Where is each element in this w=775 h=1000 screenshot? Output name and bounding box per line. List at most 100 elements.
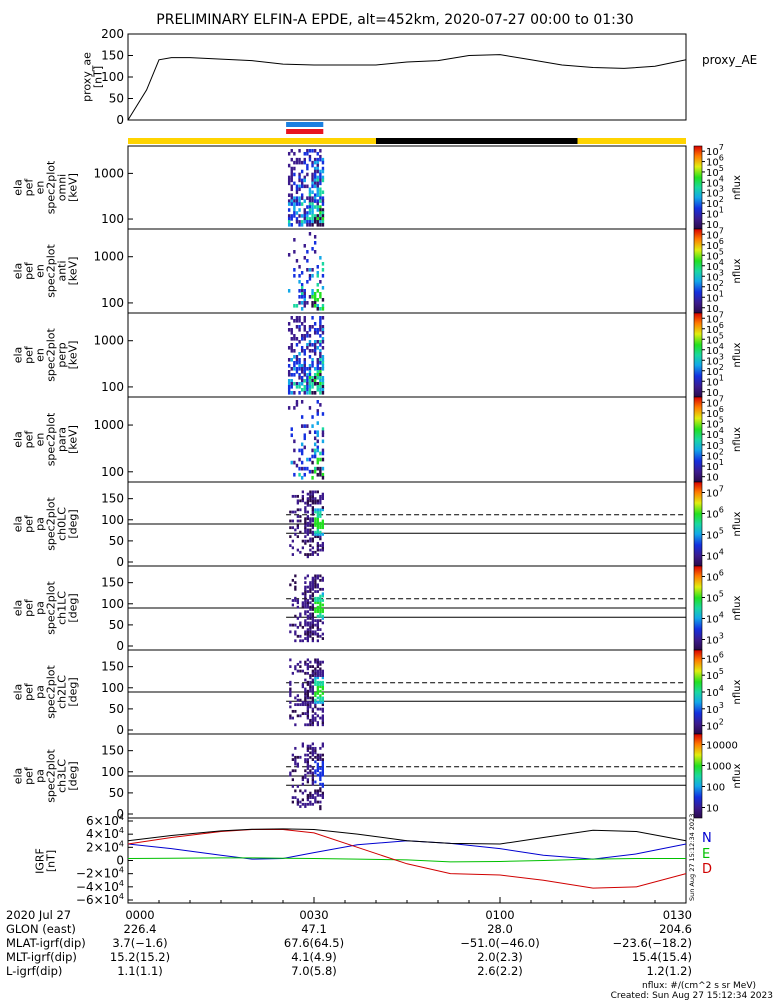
panel-en_perp-cell <box>316 361 319 365</box>
panel-en_perp-cell <box>316 367 319 371</box>
panel-pa_ch0-cell <box>319 526 322 530</box>
panel-en_omni-cell <box>311 172 314 177</box>
panel-pa_ch2-cblabel-text: nflux <box>732 679 743 704</box>
panel-pa_ch2-cell <box>289 716 292 720</box>
panel-en_perp-cell <box>300 364 304 368</box>
panel-pa_ch1-cell <box>314 601 317 605</box>
panel-pa_ch3-cell <box>321 762 324 766</box>
panel-pa_ch1-cell <box>294 581 297 584</box>
panel-pa_ch1-cell <box>289 583 292 587</box>
panel-pa_ch1-cell <box>306 610 309 614</box>
panel-pa_ch0-cell <box>316 517 319 521</box>
panel-pa_ch2-cell <box>301 669 304 673</box>
panel-pa_ch2-cell <box>321 714 324 718</box>
panel-pa_ch3-cell <box>301 744 304 748</box>
panel-en_para-cell <box>311 454 314 459</box>
panel-en_para-cell <box>319 469 322 474</box>
panel-en_anti-cell <box>293 274 296 278</box>
panel-pa_ch3-cell <box>306 749 309 752</box>
panel-en_perp-heatmap <box>287 316 325 395</box>
panel-en_perp-cell <box>298 367 301 371</box>
panel-pa_ch3-cell <box>309 769 312 773</box>
panel-en_perp-cell <box>303 364 306 368</box>
panel-pa_ch3-cell <box>306 771 309 775</box>
panel-en_perp-cell <box>319 340 322 344</box>
panel-pa_ch2-cbtick-label: 102 <box>706 718 724 733</box>
panel-en_perp-cell <box>290 379 293 383</box>
panel-en_para-cell <box>321 451 325 456</box>
panel-pa_ch2-cell <box>311 687 314 691</box>
panel-pa_ch2-cell <box>319 694 322 698</box>
panel-pa_ch1-cell <box>309 585 312 589</box>
panel-en_omni-cell <box>300 178 304 183</box>
panel-pa_ch3-cell <box>301 776 304 779</box>
panel-en_perp-cell <box>313 379 317 383</box>
panel-pa_ch1-cell <box>304 594 307 598</box>
panel-pa_ch3-cell <box>309 744 312 748</box>
panel-en_omni-cell <box>306 214 309 218</box>
panel-en_anti-cell <box>321 298 325 302</box>
panel-pa_ch3-ytick-label: 100 <box>101 765 124 779</box>
panel-en_perp-cell <box>303 349 306 353</box>
panel-pa_ch2-cell <box>309 674 312 677</box>
panel-pa_ch1-cell <box>311 599 314 602</box>
panel-en_omni-cell <box>300 181 304 186</box>
panel-en_para-cell <box>293 460 296 465</box>
panel-pa_ch3-ylabel-line: ch3LC <box>56 759 69 793</box>
panel-en_omni-cell <box>293 211 296 215</box>
panel-en_omni-cell <box>319 190 322 195</box>
panel-en_perp-cell <box>293 337 296 341</box>
panel-pa_ch0-cell <box>296 548 299 552</box>
panel-en_perp-cell <box>306 391 309 395</box>
panel-pa_ch2-cell <box>309 685 312 689</box>
panel-pa_ch0-cell <box>311 490 314 494</box>
panel-en_anti-cell <box>311 292 314 296</box>
panel-pa_ch1-cell <box>304 603 307 607</box>
panel-pa_ch0-cell <box>316 533 319 536</box>
panel-pa_ch1-cell <box>319 608 322 611</box>
panel-pa_ch0-cell <box>314 501 317 505</box>
panel-pa_ch3-cell <box>316 762 319 766</box>
panel-pa_ch0-cell <box>309 553 312 556</box>
panel-pa_ch0-cell <box>296 535 299 539</box>
panel-pa_ch2-cell <box>299 669 302 673</box>
panel-pa_ch0-cell <box>311 550 314 554</box>
panel-pa_ch3-ylabel-line: pef <box>23 766 36 785</box>
panel-pa_ch3-cell <box>321 796 324 799</box>
panel-en_para-cell <box>308 457 312 462</box>
panel-en_para-cblabel-text: nflux <box>732 427 743 452</box>
panel-en_omni-cell <box>311 160 314 165</box>
panel-en_omni-cell <box>319 154 322 159</box>
panel-pa_ch0-cell <box>309 539 312 543</box>
panel-pa_ch0-cell <box>309 528 312 532</box>
panel-en_anti-cell <box>321 307 325 311</box>
panel-en_perp-cell <box>308 343 312 347</box>
panel-en_omni-cell <box>298 175 301 180</box>
panel-pa_ch1-cell <box>306 623 309 627</box>
panel-pa_ch1-cell <box>294 632 297 636</box>
xaxis-row-value: 28.0 <box>487 922 513 936</box>
panel-pa_ch0-cell <box>309 503 312 507</box>
panel-pa_ch1-cblabel-text: nflux <box>732 595 743 620</box>
panel-en_para-cell <box>316 457 319 462</box>
panel-pa_ch0-cell <box>311 517 314 521</box>
panel-pa_ch2-cell <box>321 674 324 677</box>
panel-en_anti-colorbar <box>693 228 703 314</box>
panel-en_omni-cell <box>313 214 317 218</box>
panel-pa_ch1-cell <box>289 623 292 627</box>
panel-en_omni-cell <box>313 193 317 197</box>
panel-en_anti-cell <box>319 280 322 284</box>
panel-pa_ch0-cell <box>306 499 309 503</box>
panel-pa_ch0-cell <box>306 521 309 525</box>
panel-en_omni-cell <box>321 208 325 212</box>
panel-pa_ch3-cell <box>314 798 317 802</box>
panel-pa_ch2-cell <box>299 665 302 668</box>
panel-pa_ch0-cell <box>316 515 319 518</box>
panel-en_omni-cell <box>303 220 306 224</box>
panel-pa_ch2-cell <box>301 703 304 707</box>
proxy-ae-ytick-label: 200 <box>101 27 124 41</box>
panel-en_perp-cell <box>321 382 325 386</box>
panel-pa_ch1-cell <box>309 614 312 618</box>
panel-en_perp-cell <box>313 373 317 377</box>
panel-pa_ch1-cell <box>314 608 317 611</box>
